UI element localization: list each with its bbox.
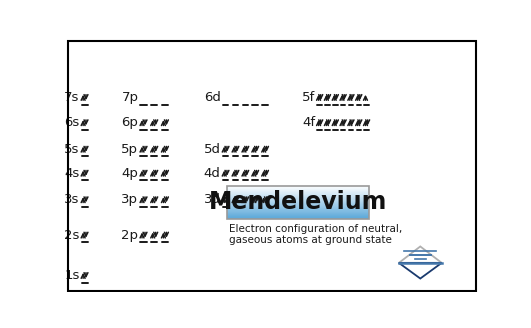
Bar <box>227 210 369 211</box>
Bar <box>227 188 369 189</box>
Bar <box>227 187 369 188</box>
Bar <box>227 195 369 196</box>
Bar <box>227 192 369 193</box>
Bar <box>227 211 369 212</box>
Text: 4f: 4f <box>302 116 315 129</box>
Bar <box>227 191 369 192</box>
Bar <box>227 194 369 195</box>
Bar <box>227 192 369 193</box>
Bar <box>227 186 369 219</box>
Bar <box>227 216 369 217</box>
Text: Electron configuration of neutral,
gaseous atoms at ground state: Electron configuration of neutral, gaseo… <box>229 224 402 245</box>
Text: 6s: 6s <box>64 116 80 129</box>
Text: 1s: 1s <box>64 269 80 282</box>
Bar <box>227 201 369 202</box>
Bar <box>227 207 369 208</box>
Bar <box>227 197 369 198</box>
Bar <box>227 196 369 197</box>
Text: 5p: 5p <box>122 143 139 156</box>
Bar <box>227 202 369 203</box>
Bar <box>227 200 369 201</box>
Bar <box>227 204 369 205</box>
Text: 3d: 3d <box>204 193 221 206</box>
Text: Mendelevium: Mendelevium <box>209 190 387 214</box>
Bar <box>227 201 369 202</box>
Bar <box>227 186 369 187</box>
Bar <box>227 213 369 214</box>
Bar <box>227 203 369 204</box>
Bar <box>227 193 369 194</box>
Text: 4d: 4d <box>204 167 221 180</box>
Bar <box>227 212 369 213</box>
Text: 6p: 6p <box>122 116 139 129</box>
Text: 4s: 4s <box>64 167 80 180</box>
Bar <box>227 190 369 191</box>
Text: 3s: 3s <box>64 193 80 206</box>
Text: 2p: 2p <box>122 229 139 242</box>
Text: 5s: 5s <box>64 143 80 156</box>
Bar <box>227 199 369 200</box>
Bar <box>227 210 369 211</box>
Bar <box>227 193 369 194</box>
Bar <box>227 195 369 196</box>
Bar <box>227 189 369 190</box>
Text: 6d: 6d <box>204 91 221 104</box>
Bar <box>227 188 369 189</box>
Text: 5f: 5f <box>302 91 315 104</box>
Bar <box>227 211 369 212</box>
Bar <box>227 214 369 215</box>
Bar <box>227 209 369 210</box>
Bar <box>227 208 369 209</box>
Text: 7p: 7p <box>122 91 139 104</box>
Text: 7s: 7s <box>64 91 80 104</box>
Bar <box>227 218 369 219</box>
Bar <box>227 200 369 201</box>
Text: 4p: 4p <box>122 167 139 180</box>
Bar <box>227 205 369 206</box>
Text: 3p: 3p <box>122 193 139 206</box>
Bar <box>227 187 369 188</box>
Bar <box>227 205 369 206</box>
Bar <box>227 196 369 197</box>
Bar <box>227 206 369 207</box>
Bar <box>227 198 369 199</box>
Text: 2s: 2s <box>64 229 80 242</box>
Bar <box>227 217 369 218</box>
Bar <box>227 206 369 207</box>
Bar <box>227 215 369 216</box>
Text: 5d: 5d <box>204 143 221 156</box>
